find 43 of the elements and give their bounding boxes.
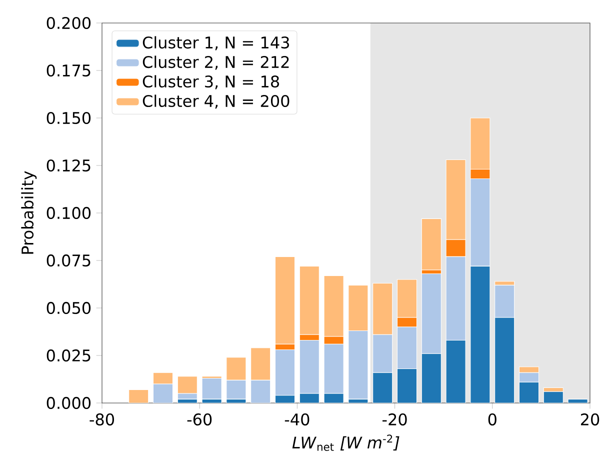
- bar: [396, 279, 418, 318]
- y-tick-label: 0.100: [46, 206, 91, 220]
- bar: [372, 283, 393, 335]
- bar: [274, 256, 296, 344]
- y-tick-label: 0.000: [46, 396, 91, 410]
- bar: [177, 376, 198, 394]
- bar: [446, 160, 466, 240]
- y-tick-label: 0.050: [46, 302, 91, 314]
- bar: [299, 266, 320, 335]
- bar: [226, 357, 246, 380]
- y-tick-label: 0.175: [46, 64, 90, 77]
- x-tick-label: 20: [580, 413, 600, 426]
- x-tick-label: -60: [187, 413, 212, 426]
- bar: [543, 388, 564, 392]
- y-tick-label: 0.075: [46, 254, 90, 267]
- bar: [568, 398, 588, 403]
- y-tick-label: 0.125: [46, 159, 90, 172]
- legend-label: Cluster 3, N = 18: [142, 75, 280, 90]
- legend-label: Cluster 4, N = 200: [142, 94, 290, 109]
- x-tick-label: -40: [284, 413, 310, 426]
- bar: [348, 330, 368, 400]
- bar: [128, 390, 148, 403]
- bar: [177, 393, 198, 400]
- bar: [421, 218, 442, 270]
- bar: [494, 281, 515, 286]
- x-tick-label: -80: [90, 413, 114, 426]
- y-tick-label: 0.200: [46, 16, 91, 30]
- bar: [348, 284, 368, 332]
- x-axis-title: LW$_{net}$ [W m$^{-2}$]: [292, 434, 400, 451]
- bar: [518, 366, 540, 373]
- bar: [470, 118, 490, 170]
- bar: [324, 275, 344, 337]
- y-tick-label: 0.150: [46, 112, 91, 124]
- legend-label: Cluster 2, N = 212: [142, 56, 289, 70]
- y-axis-title: Probability: [21, 171, 37, 254]
- bar: [202, 378, 222, 400]
- bar: [250, 348, 271, 380]
- bar: [152, 372, 174, 384]
- y-tick-label: 0.025: [46, 349, 90, 362]
- bar: [226, 380, 246, 400]
- x-tick-label: 0: [488, 413, 496, 426]
- x-tick-label: -20: [382, 413, 407, 426]
- legend-label: Cluster 1, N = 143: [142, 36, 289, 50]
